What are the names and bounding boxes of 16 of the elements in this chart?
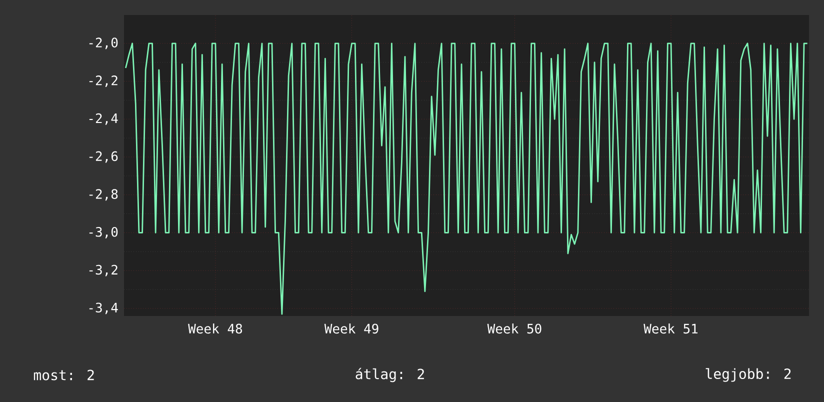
y-tick-label: -3,0 — [89, 226, 118, 238]
y-tick-label: -2,2 — [89, 76, 118, 87]
text: most: 2 — [34, 370, 94, 380]
x-tick-label: Week 51 — [644, 324, 698, 334]
line-series — [124, 42, 808, 315]
x-tick-label: Week 49 — [324, 324, 378, 334]
y-tick-label: -2,4 — [89, 113, 118, 125]
y-tick-label: -2,6 — [89, 151, 118, 163]
text: átlag: 2 — [356, 368, 424, 382]
x-tick-label: Week 50 — [487, 324, 542, 334]
y-tick-label: -3,2 — [89, 264, 118, 276]
text: legjobb: 2 — [706, 368, 791, 382]
y-tick-label: -3,4 — [89, 302, 118, 314]
x-tick-label: Week 48 — [188, 324, 242, 334]
y-tick-label: -2,8 — [89, 189, 118, 201]
y-tick-label: -2,0 — [89, 38, 118, 50]
